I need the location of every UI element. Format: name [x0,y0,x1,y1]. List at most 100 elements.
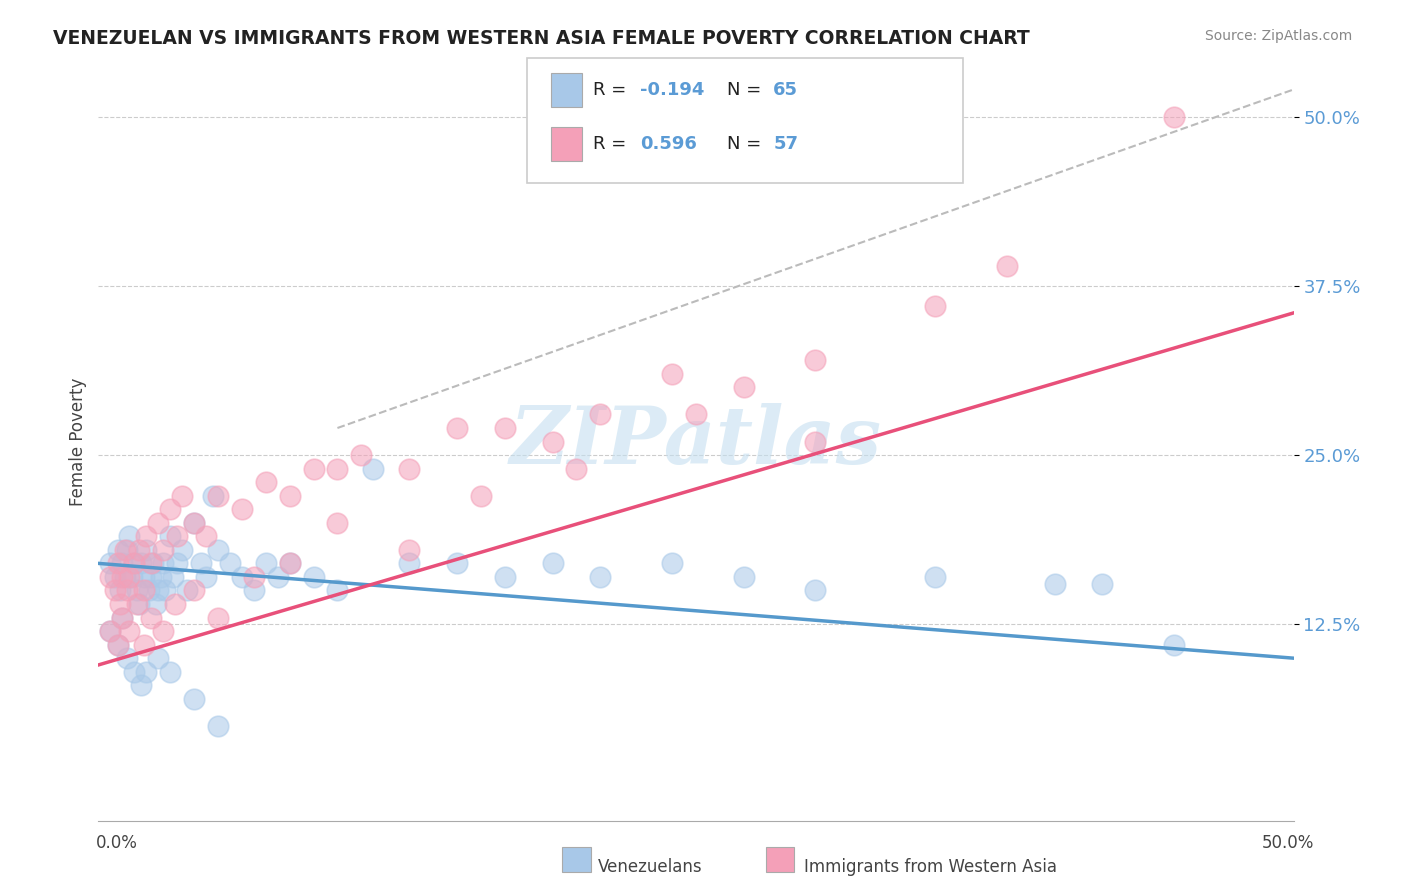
Point [207,542,229,557]
Text: VENEZUELAN VS IMMIGRANTS FROM WESTERN ASIA FEMALE POVERTY CORRELATION CHART: VENEZUELAN VS IMMIGRANTS FROM WESTERN AS… [53,29,1031,47]
Point [131,678,153,692]
Point [565,461,588,475]
Point [243,583,266,598]
Point [219,557,242,571]
Point [350,448,373,462]
Point [114,542,136,557]
Point [111,557,134,571]
Point [125,583,148,598]
Point [108,597,131,611]
Point [132,583,155,598]
Text: N =: N = [727,80,766,98]
Point [1091,576,1114,591]
Point [278,557,301,571]
Point [155,583,177,598]
Point [124,665,146,679]
Point [148,651,170,665]
Point [98,570,122,584]
Point [148,516,170,530]
Point [166,529,188,543]
Text: 65: 65 [773,80,799,98]
Point [107,557,129,571]
Point [118,529,141,543]
Text: R =: R = [593,80,633,98]
Point [115,583,138,598]
Point [202,489,225,503]
Point [107,542,129,557]
Point [995,259,1018,273]
Point [159,502,181,516]
Text: 0.596: 0.596 [640,135,696,153]
Point [183,516,205,530]
Point [108,583,131,598]
Text: Immigrants from Western Asia: Immigrants from Western Asia [804,858,1057,876]
Point [104,583,127,598]
Point [107,638,129,652]
Point [128,597,150,611]
Point [924,299,946,313]
Point [326,461,349,475]
Point [589,408,612,422]
Point [195,529,218,543]
Point [183,583,205,598]
Point [139,610,162,624]
Point [254,557,277,571]
Point [131,557,153,571]
Point [148,583,170,598]
Y-axis label: Female Poverty: Female Poverty [69,377,87,506]
Point [231,570,253,584]
Point [804,353,827,368]
Point [446,557,468,571]
Point [326,516,349,530]
Point [121,570,143,584]
Point [207,719,229,733]
Point [135,529,157,543]
Point [398,557,420,571]
Point [183,516,205,530]
Text: R =: R = [593,135,638,153]
Point [1163,638,1185,652]
Point [661,367,683,381]
Point [139,557,162,571]
Point [195,570,218,584]
Point [207,610,229,624]
Point [107,638,129,652]
Point [135,665,157,679]
Point [326,583,349,598]
Point [924,570,946,584]
Point [278,489,301,503]
Point [115,651,138,665]
Point [1163,110,1185,124]
Point [685,408,707,422]
Point [139,570,162,584]
Point [207,489,229,503]
Point [541,557,564,571]
Point [159,665,181,679]
Point [398,542,420,557]
Text: N =: N = [727,135,766,153]
Point [278,557,301,571]
Point [98,624,122,639]
Point [804,434,827,449]
Point [159,529,181,543]
Text: 0.0%: 0.0% [96,834,138,852]
Point [231,502,253,516]
Point [98,624,122,639]
Text: 50.0%: 50.0% [1263,834,1315,852]
Text: Venezuelans: Venezuelans [598,858,702,876]
Point [267,570,290,584]
Point [138,583,160,598]
Point [152,542,174,557]
Point [152,557,174,571]
Point [98,557,122,571]
Point [541,434,564,449]
Point [125,597,148,611]
Point [254,475,277,490]
Point [163,597,186,611]
Point [114,570,136,584]
Point [132,570,155,584]
Point [111,610,134,624]
Point [733,380,755,394]
Text: ZIPatlas: ZIPatlas [510,403,882,480]
Point [190,557,212,571]
